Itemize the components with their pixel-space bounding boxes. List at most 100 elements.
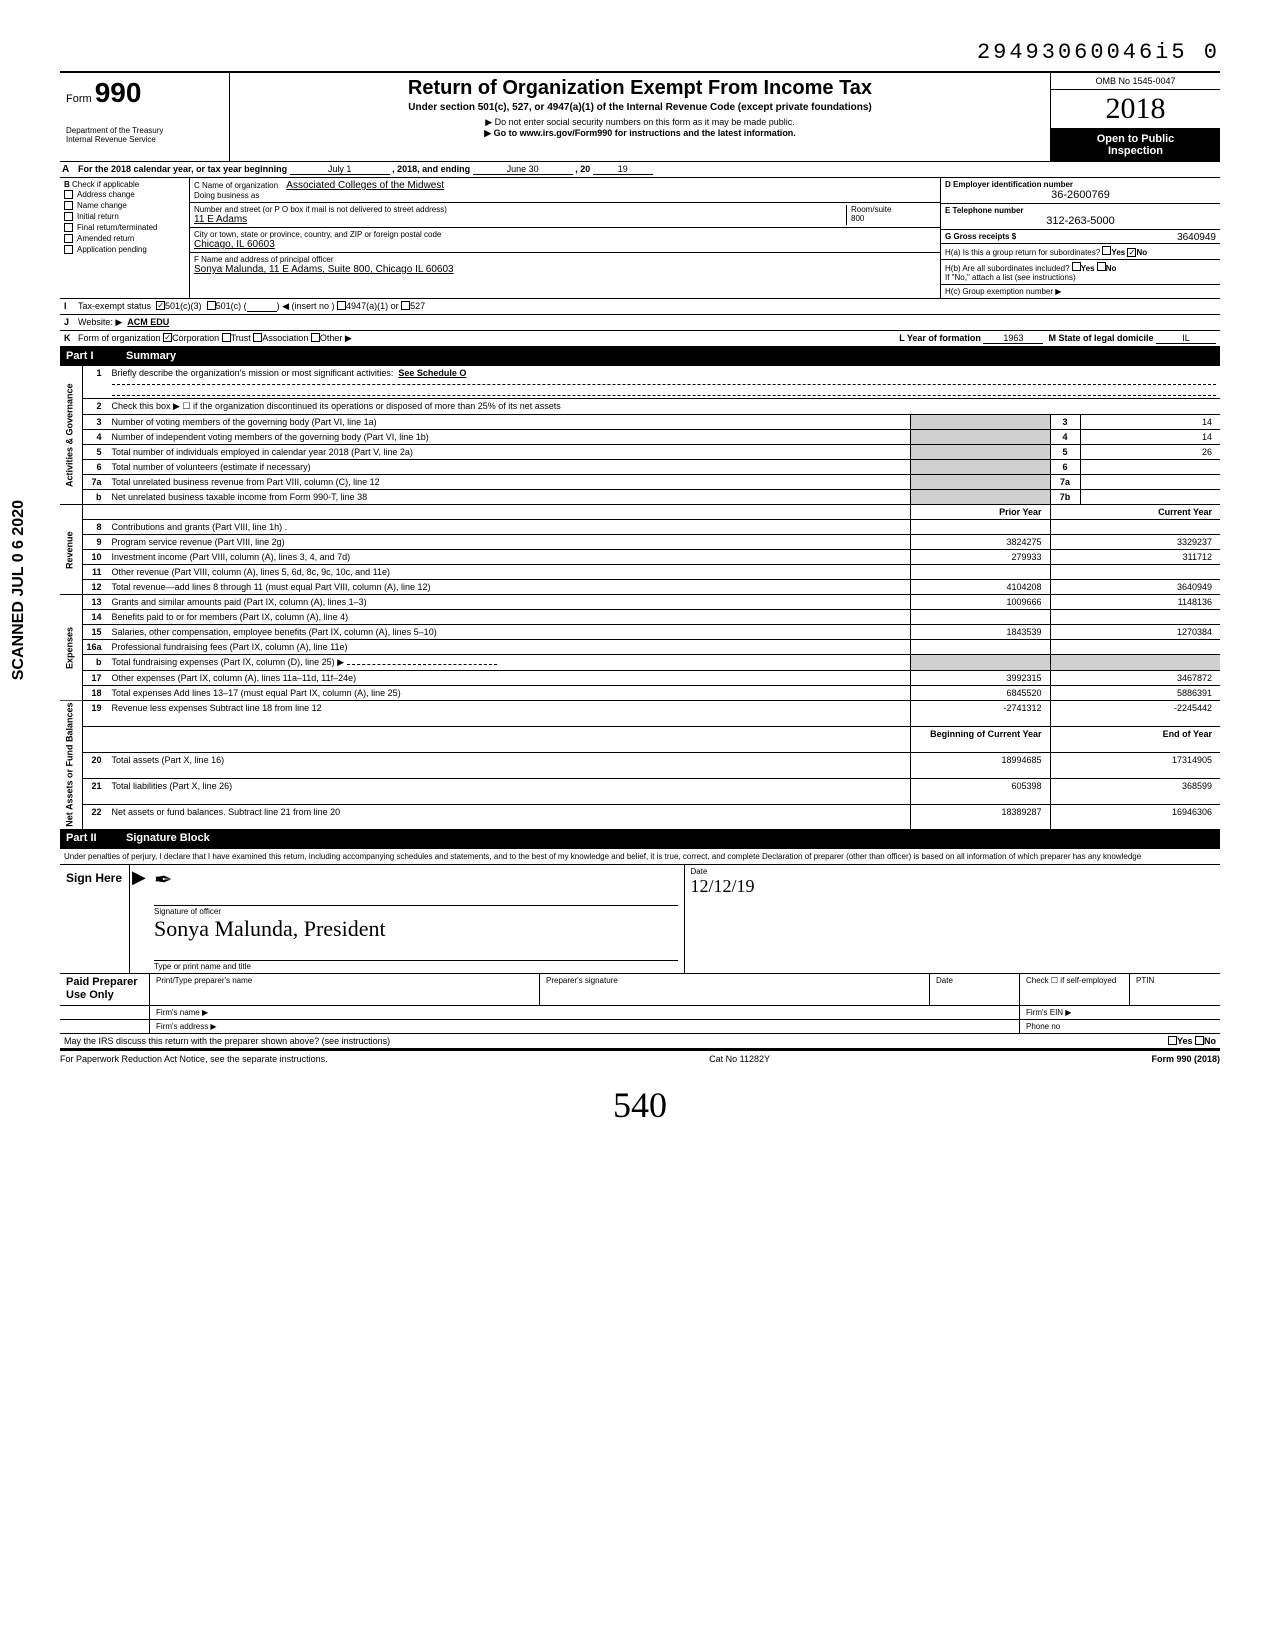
chk-501c3[interactable] [156, 301, 165, 310]
chk-app-pending[interactable] [64, 245, 73, 254]
chk-address-change[interactable] [64, 190, 73, 199]
line15-desc: Salaries, other compensation, employee b… [108, 625, 910, 640]
part2-label: Part II [66, 832, 126, 844]
handwritten-page-number: 540 [60, 1084, 1220, 1126]
phone-label: Phone no [1020, 1020, 1220, 1033]
chk-other[interactable] [311, 333, 320, 342]
officer-label: F Name and address of principal officer [194, 255, 333, 264]
ln-12: 12 [82, 580, 108, 595]
gross-label: G Gross receipts $ [945, 232, 1016, 241]
addr-label: Number and street (or P O box if mail is… [194, 205, 447, 214]
line13-desc: Grants and similar amounts paid (Part IX… [108, 595, 910, 610]
line9-prior: 3824275 [910, 535, 1050, 550]
chk-trust[interactable] [222, 333, 231, 342]
ha-no: No [1136, 248, 1147, 257]
discuss-label: May the IRS discuss this return with the… [64, 1036, 390, 1046]
line22-prior: 18389287 [910, 804, 1050, 829]
hb-label: H(b) Are all subordinates included? [945, 264, 1070, 273]
line10-desc: Investment income (Part VIII, column (A)… [108, 550, 910, 565]
line12-cur: 3640949 [1050, 580, 1220, 595]
footer-right: Form 990 (2018) [1151, 1054, 1220, 1064]
chk-name-change[interactable] [64, 201, 73, 210]
line5-cur: 26 [1080, 445, 1220, 460]
line12-desc: Total revenue—add lines 8 through 11 (mu… [108, 580, 910, 595]
line12-prior: 4104208 [910, 580, 1050, 595]
line4-desc: Number of independent voting members of … [108, 430, 910, 445]
form-number: 990 [95, 77, 142, 108]
opt-trust: Trust [231, 333, 251, 344]
ein-value: 36-2600769 [945, 189, 1216, 201]
tax-exempt-label: Tax-exempt status [78, 301, 151, 312]
sidebar-netassets: Net Assets or Fund Balances [60, 701, 82, 830]
chk-hb-no[interactable] [1097, 262, 1106, 271]
chk-4947[interactable] [337, 301, 346, 310]
officer-name-addr: Sonya Malunda, 11 E Adams, Suite 800, Ch… [194, 264, 454, 275]
ln-6: 6 [82, 460, 108, 475]
document-id-number: 29493060046i5 0 [60, 40, 1220, 65]
chk-final-return[interactable] [64, 223, 73, 232]
line17-desc: Other expenses (Part IX, column (A), lin… [108, 671, 910, 686]
line7a-box: 7a [1050, 475, 1080, 490]
line16a-desc: Professional fundraising fees (Part IX, … [108, 640, 910, 655]
line21-prior: 605398 [910, 778, 1050, 804]
sig-name-label: Type or print name and title [154, 960, 678, 971]
line13-prior: 1009666 [910, 595, 1050, 610]
paid-prep-label: Paid Preparer Use Only [66, 976, 143, 1002]
ln-2: 2 [82, 399, 108, 415]
ln-17: 17 [82, 671, 108, 686]
chk-initial-return[interactable] [64, 212, 73, 221]
ln-19: 19 [82, 701, 108, 727]
opt-assoc: Association [262, 333, 308, 344]
line3-box: 3 [1050, 415, 1080, 430]
line22-cur: 16946306 [1050, 804, 1220, 829]
line17-prior: 3992315 [910, 671, 1050, 686]
firm-ein-label: Firm's EIN ▶ [1020, 1006, 1220, 1019]
lbl-amended: Amended return [77, 234, 134, 243]
sidebar-expenses: Expenses [60, 595, 82, 701]
chk-discuss-no[interactable] [1195, 1036, 1204, 1045]
form-org-label: Form of organization [78, 333, 161, 344]
part1-title: Summary [126, 350, 176, 362]
line4-box: 4 [1050, 430, 1080, 445]
line21-cur: 368599 [1050, 778, 1220, 804]
line-a-label: A [60, 162, 74, 177]
chk-assoc[interactable] [253, 333, 262, 342]
open-public: Open to Public [1055, 133, 1216, 145]
ln-7b: b [82, 490, 108, 505]
line16a-prior [910, 640, 1050, 655]
chk-amended[interactable] [64, 234, 73, 243]
hc-label: H(c) Group exemption number ▶ [941, 285, 1220, 298]
line9-desc: Program service revenue (Part VIII, line… [108, 535, 910, 550]
lbl-address-change: Address change [77, 190, 135, 199]
chk-discuss-yes[interactable] [1168, 1036, 1177, 1045]
firm-addr-label: Firm's address ▶ [150, 1020, 1020, 1033]
begin-date: July 1 [290, 164, 390, 175]
line20-cur: 17314905 [1050, 752, 1220, 778]
form-note-ssn: ▶ Do not enter social security numbers o… [238, 117, 1042, 128]
row-j-label: J [64, 317, 78, 328]
opt-501c: 501(c) ( [216, 301, 247, 312]
chk-hb-yes[interactable] [1072, 262, 1081, 271]
org-city: Chicago, IL 60603 [194, 239, 275, 250]
line7b-box: 7b [1050, 490, 1080, 505]
line6-cur [1080, 460, 1220, 475]
part2-title: Signature Block [126, 832, 210, 844]
entity-info-grid: B Check if applicable Address change Nam… [60, 178, 1220, 299]
chk-527[interactable] [401, 301, 410, 310]
firm-name-label: Firm's name ▶ [150, 1006, 1020, 1019]
chk-corp[interactable] [163, 333, 172, 342]
lbl-name-change: Name change [77, 201, 127, 210]
prep-sig-label: Preparer's signature [540, 974, 930, 1004]
chk-501c[interactable] [207, 301, 216, 310]
summary-table: Activities & Governance 1 Briefly descri… [60, 365, 1220, 829]
footer-left: For Paperwork Reduction Act Notice, see … [60, 1054, 328, 1064]
ln-16b: b [82, 655, 108, 671]
ln-7a: 7a [82, 475, 108, 490]
line5-box: 5 [1050, 445, 1080, 460]
check-if-applicable: Check if applicable [72, 180, 139, 189]
line19-prior: -2741312 [910, 701, 1050, 727]
line19-cur: -2245442 [1050, 701, 1220, 727]
line18-prior: 6845520 [910, 686, 1050, 701]
discuss-yes: Yes [1177, 1036, 1193, 1046]
room-suite: 800 [851, 214, 864, 223]
